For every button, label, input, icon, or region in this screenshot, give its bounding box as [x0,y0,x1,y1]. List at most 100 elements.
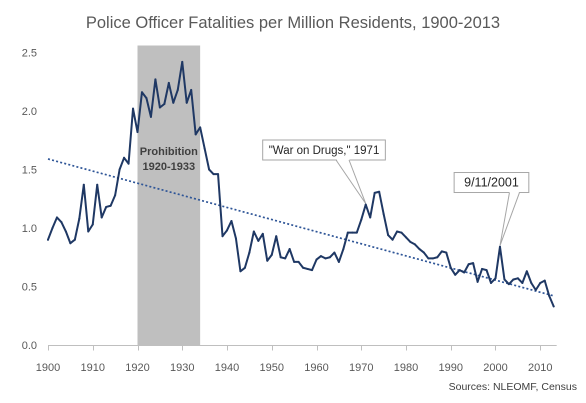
data-point [405,236,407,239]
data-point [194,133,197,136]
source-note: Sources: NLEOMF, Census [449,381,577,393]
data-point [498,245,501,248]
data-point [55,216,58,219]
data-point [333,251,336,254]
data-point [266,259,269,262]
data-point [306,267,309,270]
data-point [467,263,470,266]
data-point [47,238,49,241]
data-point [512,278,515,281]
data-point [503,278,506,281]
data-point [355,231,358,234]
data-point [400,231,403,234]
data-point [413,243,416,246]
data-point [82,183,85,186]
x-tick-label: 2010 [528,362,552,374]
data-point [288,248,291,251]
data-point [261,232,264,235]
data-point [440,250,443,253]
data-point [387,234,390,237]
data-point [172,101,175,104]
data-point [158,106,161,109]
data-point [243,266,246,269]
x-tick-label: 1910 [81,362,105,374]
data-point [360,218,363,221]
data-point [369,216,372,219]
data-point [548,294,551,297]
data-point [275,235,278,238]
data-point [217,173,220,176]
data-point [445,251,448,254]
trend-line [47,158,554,297]
data-point [337,260,340,263]
data-point [64,230,67,233]
x-tick-label: 1940 [215,362,239,374]
data-point [391,238,394,241]
data-point [436,256,439,259]
data-point [154,78,157,81]
data-point [346,231,349,234]
data-point [507,283,510,286]
data-point [382,212,385,215]
data-point [552,305,555,308]
data-point [543,279,546,282]
data-point [87,230,90,233]
y-tick-label: 1.5 [22,165,37,177]
x-tick-label: 1930 [170,362,194,374]
x-tick-label: 1990 [439,362,463,374]
data-point [396,230,399,233]
data-point [221,235,224,238]
data-point [418,248,421,251]
data-point [118,168,121,171]
data-point [127,162,130,165]
data-point [132,107,135,110]
data-point [78,217,81,220]
data-point [140,91,143,94]
data-point [539,281,542,284]
data-point [109,204,112,207]
annotation-box [453,172,530,194]
data-point [490,281,493,284]
data-point [472,262,475,265]
data-point [521,281,524,284]
data-point [454,273,457,276]
data-point [252,230,255,233]
data-point [516,277,519,280]
data-point [319,255,322,258]
y-tick-label: 0.0 [22,340,37,352]
data-point [481,267,484,270]
axes: 1900 1910 1920 1930 1940 1950 1960 1970 1980 1990… [22,48,557,374]
data-point [145,97,148,100]
data-point [422,251,425,254]
data-point [257,239,260,242]
data-point [96,183,99,186]
data-point [114,194,117,197]
data-point [373,191,376,194]
annotation-box [262,139,386,161]
data-point [149,115,152,118]
data-point [167,81,170,84]
data-point [315,258,318,261]
data-point [485,269,488,272]
annotation-callout: "War on Drugs," 1971 [262,139,386,204]
data-point [185,101,188,104]
data-point [203,147,206,150]
x-tick-label: 1920 [125,362,149,374]
data-point [458,269,461,272]
y-tick-label: 0.5 [22,282,37,294]
data-point [105,205,108,208]
data-point [60,221,63,224]
data-point [351,231,354,234]
data-point [163,102,166,105]
data-point [409,241,412,244]
data-point [208,168,211,171]
y-tick-label: 2.0 [22,106,37,118]
x-tick-label: 1950 [260,362,284,374]
data-point [230,219,233,222]
data-point [181,60,184,63]
data-point [123,156,126,159]
chart-title: Police Officer Fatalities per Million Re… [86,14,500,32]
data-point [364,203,367,206]
x-tick-label: 2000 [483,362,507,374]
